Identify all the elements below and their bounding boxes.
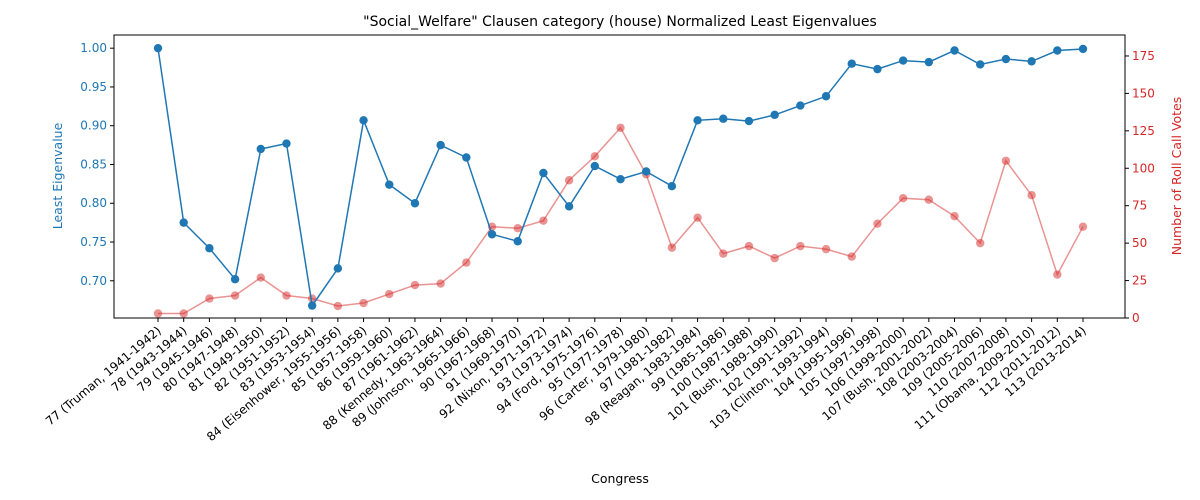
left-y-tick-label: 0.90 [80,119,107,133]
roll-call-votes-point [205,294,214,303]
least-eigenvalue-point [950,46,959,55]
roll-call-votes-point [1053,270,1062,279]
left-y-tick-label: 0.70 [80,274,107,288]
roll-call-votes-point [230,291,240,300]
least-eigenvalue-point [693,116,702,125]
right-y-tick-label: 125 [1132,124,1155,138]
least-eigenvalue-point [564,202,574,211]
least-eigenvalue-point [821,92,831,101]
roll-call-votes-point [153,309,163,318]
least-eigenvalue-point [719,114,728,123]
left-y-axis: 0.70 0.75 0.80 0.85 0.90 0.95 1.00 [80,41,114,288]
least-eigenvalue-point [513,237,522,246]
right-y-axis: 0 25 50 75 100 125 150 175 [1125,49,1155,325]
least-eigenvalue-point [898,56,908,65]
least-eigenvalue-point [410,199,420,208]
chart-title: "Social_Welfare" Clausen category (house… [363,14,877,30]
least-eigenvalue-point [1001,54,1011,64]
roll-call-votes-point [847,252,856,261]
right-y-tick-label: 150 [1132,86,1155,100]
plot-frame [113,34,1126,319]
least-eigenvalue-point [359,116,368,125]
least-eigenvalue-point [333,264,343,273]
least-eigenvalue-point [796,101,805,110]
least-eigenvalue-point [590,161,600,171]
roll-call-votes-point [436,279,445,288]
least-eigenvalue-point [667,181,677,191]
least-eigenvalue-point [487,230,497,239]
roll-call-votes-point [1027,191,1036,200]
roll-call-votes-point [564,176,574,185]
roll-call-votes-point [359,298,368,308]
left-y-tick-label: 0.80 [80,196,107,210]
roll-call-votes-point [462,258,471,267]
roll-call-votes-point [796,241,805,251]
roll-call-votes-point [924,195,934,204]
least-eigenvalue-point [770,110,779,120]
right-y-tick-label: 75 [1132,199,1147,213]
roll-call-votes-point [539,216,548,225]
least-eigenvalue-point [744,116,754,126]
least-eigenvalue-point [616,175,625,184]
right-y-axis-title: Number of Roll Call Votes [1169,97,1184,256]
least-eigenvalue-point [539,168,548,178]
roll-call-votes-point [950,211,959,221]
roll-call-votes-point [1078,222,1088,231]
right-y-tick-label: 50 [1132,236,1147,250]
roll-call-votes-point [873,219,882,228]
least-eigenvalue-point [847,59,856,68]
roll-call-votes-point [770,253,779,263]
least-eigenvalue-point [436,140,445,150]
least-eigenvalue-point [462,153,471,162]
least-eigenvalue-point [205,244,214,253]
least-eigenvalue-point [641,167,651,176]
right-y-tick-label: 0 [1132,311,1140,325]
least-eigenvalue-point [282,139,291,148]
roll-call-votes-point [1001,156,1011,165]
least-eigenvalue-point [976,60,985,69]
right-y-tick-label: 25 [1132,274,1147,288]
least-eigenvalue-point [256,144,265,154]
least-eigenvalue-point [307,301,317,310]
left-y-tick-label: 1.00 [80,41,107,55]
least-eigenvalue-point [385,180,394,189]
roll-call-votes-point [179,309,188,318]
x-axis-title: Congress [591,471,649,486]
least-eigenvalue-point [179,218,188,227]
roll-call-votes-point [667,243,677,252]
left-y-tick-label: 0.85 [80,157,107,171]
roll-call-votes-point [590,152,600,161]
roll-call-votes-point [693,213,702,222]
right-y-tick-label: 100 [1132,161,1155,175]
left-y-axis-title: Least Eigenvalue [50,122,65,229]
roll-call-votes-point [256,273,265,282]
x-axis: 77 (Truman, 1941-1942)78 (1943-1944)79 (… [43,318,1089,444]
plot-area [153,43,1088,318]
least-eigenvalue-point [230,275,240,284]
least-eigenvalue-point [873,64,882,74]
least-eigenvalue-point [1027,57,1036,66]
left-y-tick-label: 0.95 [80,80,107,94]
roll-call-votes-point [898,194,908,203]
least-eigenvalue-point [1078,44,1088,54]
roll-call-votes-point [976,238,985,248]
roll-call-votes-point [821,244,831,254]
roll-call-votes-point [719,249,728,258]
roll-call-votes-line [158,126,1084,315]
roll-call-votes-point [385,289,394,299]
roll-call-votes-point [513,223,522,233]
least-eigenvalue-point [1053,46,1062,55]
roll-call-votes-point [410,280,420,290]
roll-call-votes-point [282,291,291,300]
least-eigenvalue-point [924,57,934,67]
roll-call-votes-point [333,301,343,311]
least-eigenvalue-point [153,43,163,53]
roll-call-votes-point [744,241,754,251]
roll-call-votes-point [616,123,625,133]
left-y-tick-label: 0.75 [80,235,107,249]
right-y-tick-label: 175 [1132,49,1155,63]
